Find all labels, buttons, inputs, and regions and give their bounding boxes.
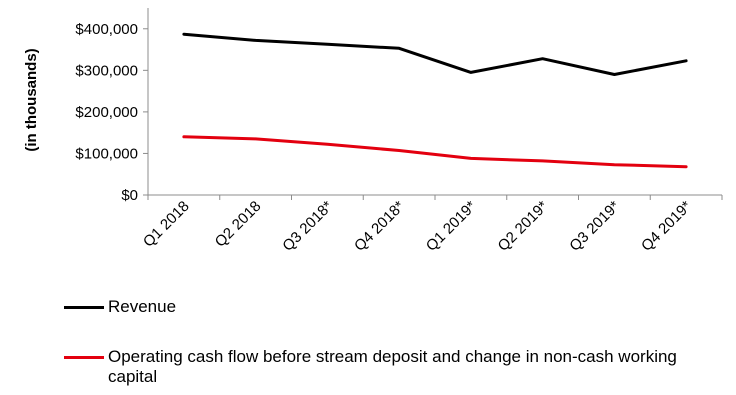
line-chart: (in thousands) $0 $100,000 $200,000 $300,00…	[23, 8, 723, 255]
x-tick-label: Q4 2019*	[638, 198, 695, 255]
legend-item-operating-cash-flow: Operating cash flow before stream deposi…	[64, 347, 728, 387]
x-tick-label: Q1 2018	[140, 198, 193, 251]
x-tick-labels: Q1 2018 Q2 2018 Q3 2018* Q4 2018* Q1 2019* Q2…	[140, 195, 723, 255]
legend-swatch-operating-cash-flow	[64, 356, 104, 359]
legend-label-operating-cash-flow: Operating cash flow before stream deposi…	[108, 347, 677, 386]
y-tick-label: $200,000	[75, 104, 138, 121]
legend-label-revenue: Revenue	[108, 297, 177, 316]
series-lines	[182, 32, 688, 169]
y-axis-label: (in thousands)	[23, 48, 40, 151]
x-tick-label: Q3 2018*	[279, 198, 336, 255]
legend: Revenue	[64, 297, 176, 317]
legend-item-revenue: Revenue	[64, 297, 176, 317]
x-tick-label: Q3 2019*	[566, 198, 623, 255]
y-tick-label: $400,000	[75, 21, 138, 38]
x-tick-label: Q2 2019*	[495, 198, 552, 255]
y-tick-label: $100,000	[75, 145, 138, 162]
x-tick-label: Q4 2018*	[351, 198, 408, 255]
y-tick-labels: $0 $100,000 $200,000 $300,000 $400,000	[75, 21, 148, 204]
y-tick-label: $0	[121, 187, 138, 204]
series-line-operating-cash-flow	[182, 135, 688, 169]
series-line-revenue	[182, 32, 688, 76]
legend-swatch-revenue	[64, 306, 104, 309]
y-tick-label: $300,000	[75, 62, 138, 79]
x-tick-label: Q2 2018	[212, 198, 265, 251]
legend-2: Operating cash flow before stream deposi…	[64, 347, 728, 387]
x-tick-label: Q1 2019*	[423, 198, 480, 255]
axes	[147, 8, 722, 196]
